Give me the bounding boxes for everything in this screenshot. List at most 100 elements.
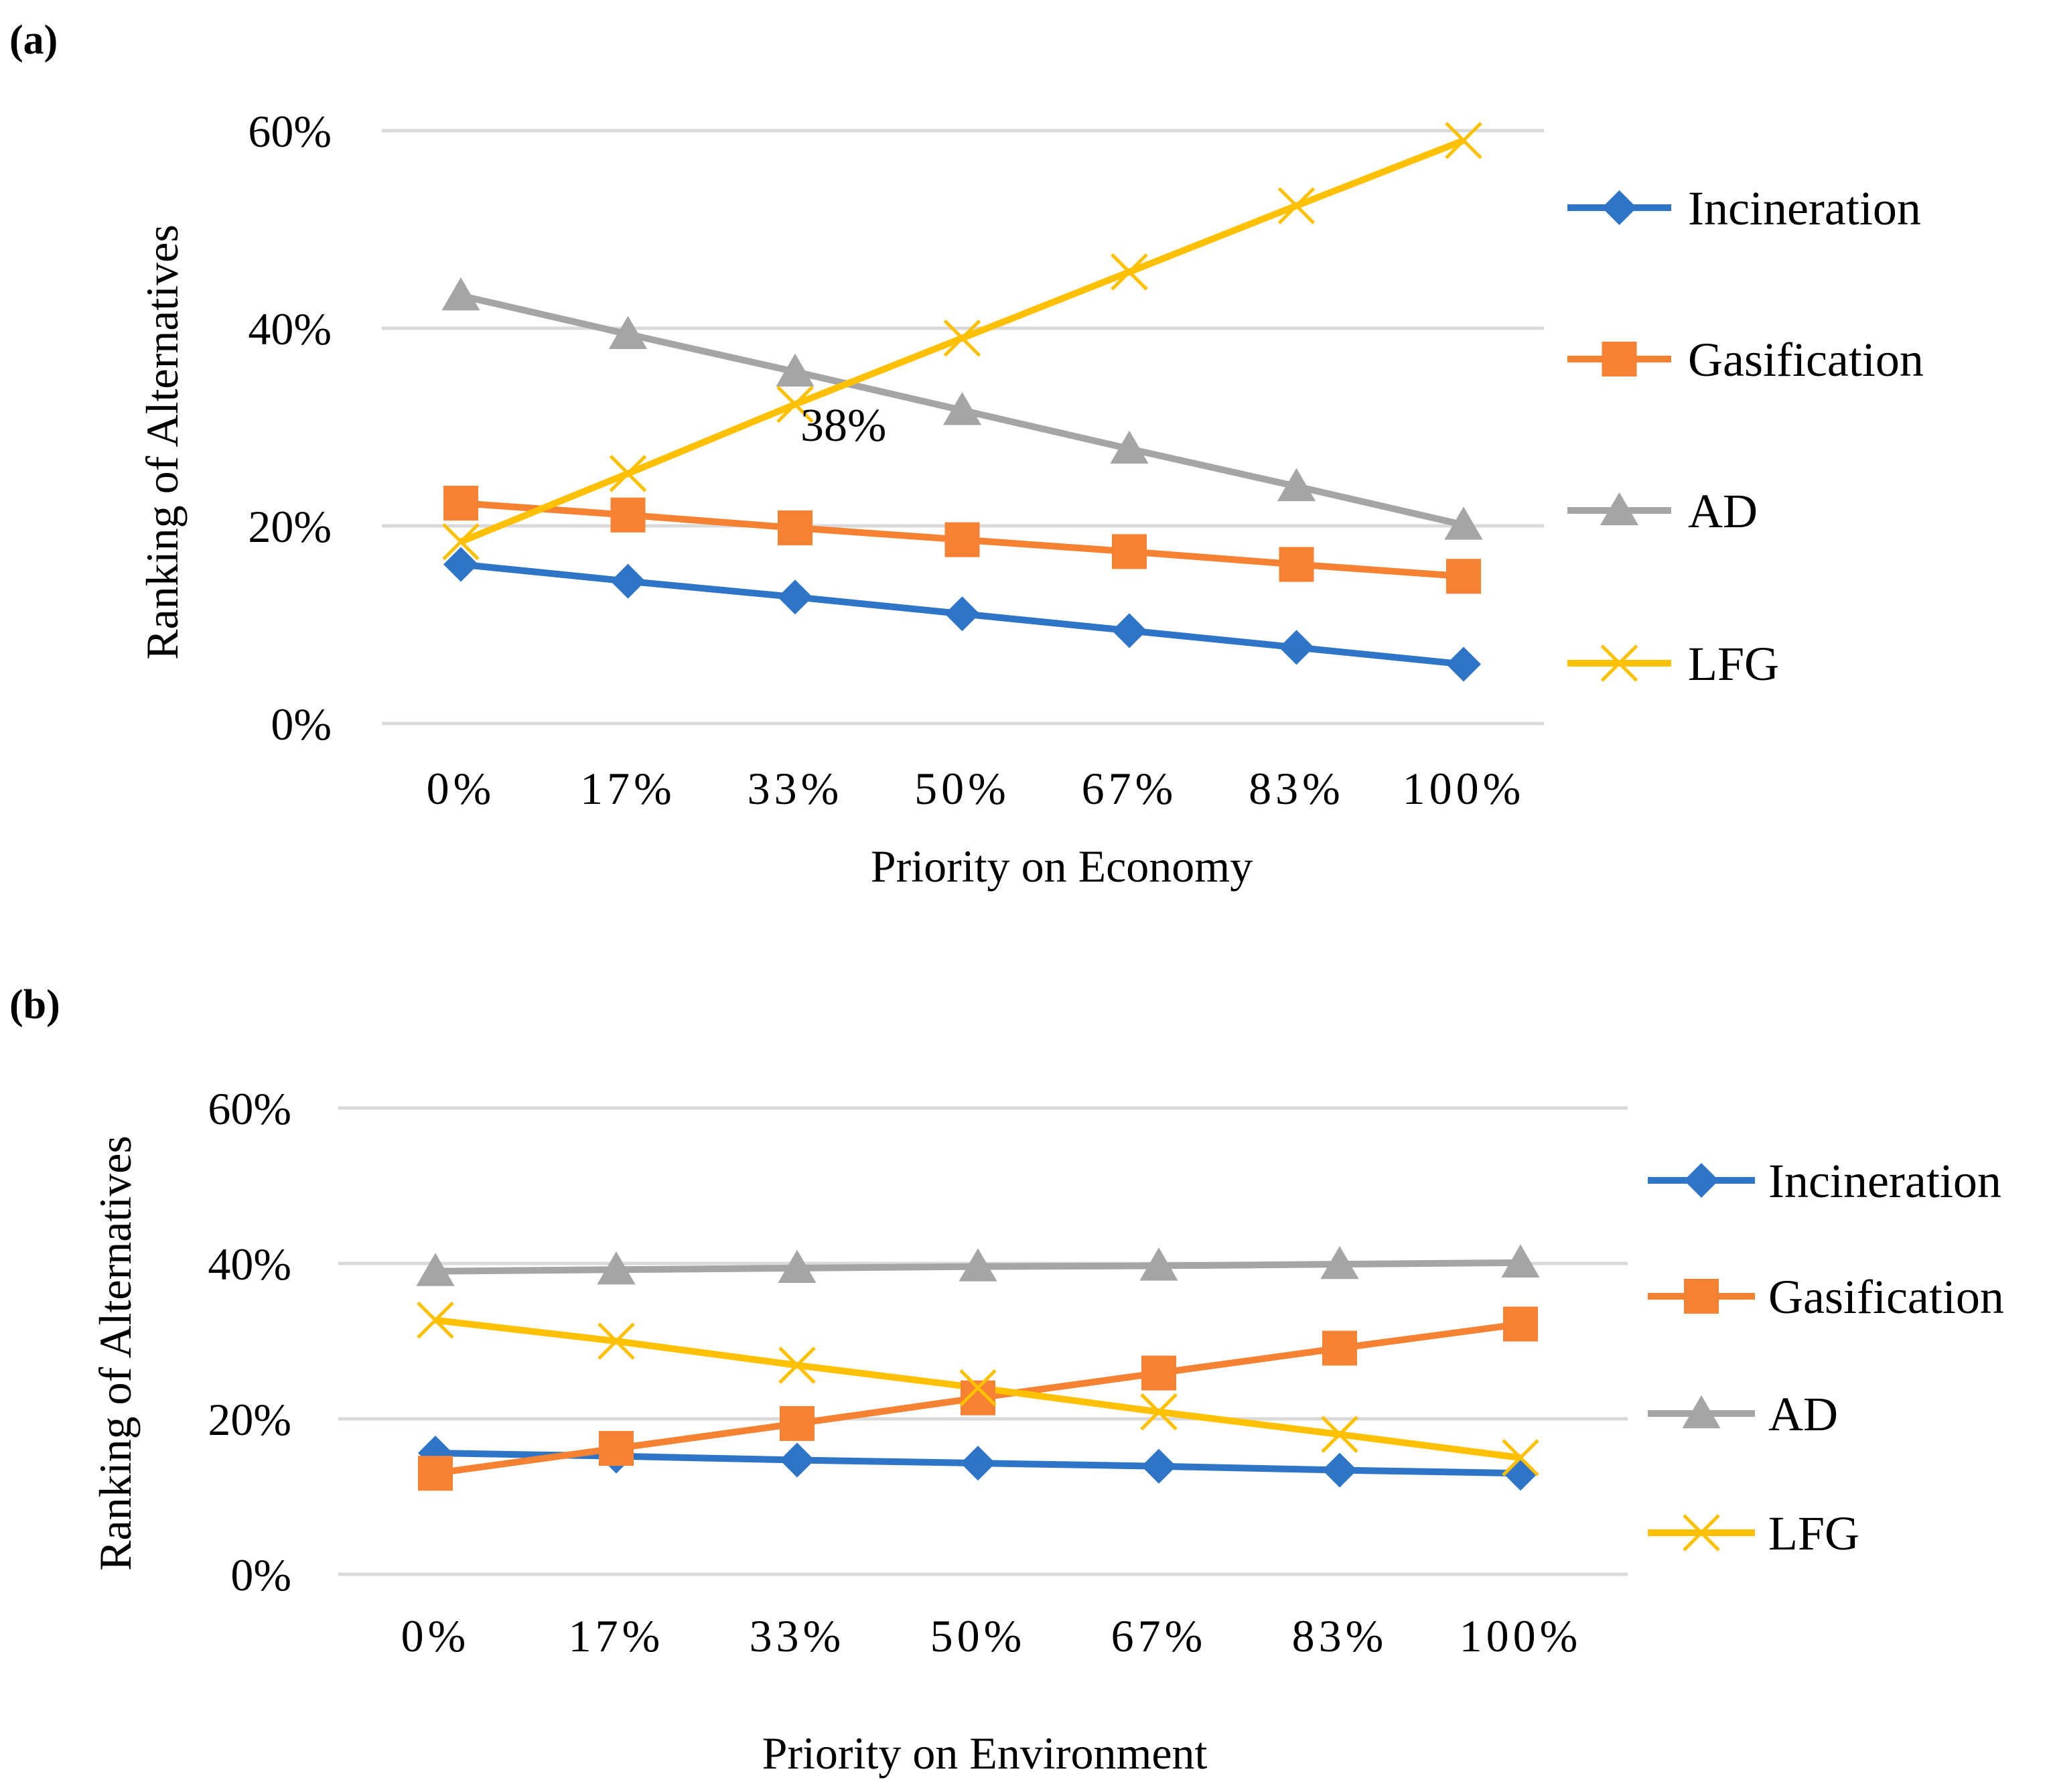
data-point-a-ad [441,277,480,311]
gridlines-a [382,129,1544,726]
data-point-a-ad [1110,430,1149,464]
legend-a: Incineration Gasification AD LFG [1567,182,1924,691]
y-tick-label-b: 0% [230,1549,291,1600]
legend-item-a-lfg: LFG [1567,637,1779,691]
data-point-a-gasification [1279,547,1314,582]
data-point-b-incineration [780,1442,815,1478]
data-point-b-ad [778,1249,817,1284]
x-tick-labels-a: 0% 17% 33% 50% 67% 83% 100% [427,763,1525,814]
data-point-b-ad [1501,1244,1540,1278]
legend-item-a-incineration: Incineration [1567,182,1921,235]
data-point-b-incineration [961,1446,995,1481]
data-point-b-lfg [1140,1393,1178,1431]
data-point-a-ad [1277,468,1316,502]
y-tick-label-a: 0% [271,699,332,750]
x-tick-label-b: 83% [1292,1610,1388,1661]
legend-item-b-ad: AD [1648,1387,1838,1441]
legend-marker-gasification [1684,1279,1719,1314]
x-tick-label-b: 17% [569,1610,664,1661]
data-point-b-ad [959,1248,997,1282]
data-point-b-gasification [1503,1306,1538,1342]
data-point-a-ad [1444,506,1483,540]
x-axis-title-b: Priority on Environment [762,1728,1208,1779]
series-group-a [441,121,1483,682]
legend-marker-lfg [1600,644,1638,682]
data-point-b-lfg [959,1369,997,1407]
series-group-b [416,1244,1540,1491]
data-point-a-lfg [442,523,480,561]
x-tick-label-b: 100% [1460,1610,1582,1661]
panel-label-a: (a) [9,17,58,63]
legend-marker-ad [1682,1395,1721,1429]
legend-item-a-gasification: Gasification [1567,333,1924,387]
x-tick-label-a: 33% [748,763,843,814]
data-point-b-gasification [780,1405,815,1441]
legend-label-ad: AD [1768,1387,1838,1441]
data-point-b-lfg [597,1322,635,1360]
y-tick-label-a: 20% [248,501,332,552]
legend-marker-incineration [1602,190,1637,225]
x-tick-label-a: 0% [427,763,496,814]
data-point-a-gasification [778,510,812,545]
data-point-b-gasification [1141,1355,1176,1391]
y-axis-title-b: Ranking of Alternatives [90,1135,141,1571]
data-point-a-lfg [943,319,981,357]
data-point-b-incineration [1141,1448,1176,1484]
data-point-a-incineration [1279,630,1314,665]
data-point-a-incineration [443,547,478,582]
data-point-a-lfg [1445,121,1482,159]
panel-label-b: (b) [9,982,60,1028]
x-tick-label-b: 67% [1111,1610,1207,1661]
chart-panel-b: (b) 0% 20% 40% 60% 0% 17% 33% 50% 67% 83% 100% Pr… [9,982,2004,1779]
annotation-label-a: 38% [800,400,886,452]
data-point-a-incineration [1446,646,1481,682]
y-tick-label-b: 60% [208,1083,291,1134]
x-tick-label-b: 50% [930,1610,1026,1661]
data-point-b-gasification [418,1456,453,1491]
x-tick-label-a: 17% [580,763,676,814]
y-tick-label-b: 40% [208,1239,291,1290]
x-tick-label-a: 67% [1082,763,1178,814]
x-tick-label-a: 100% [1403,763,1525,814]
data-point-a-lfg [1277,187,1316,224]
legend-marker-lfg [1683,1514,1720,1552]
data-point-b-incineration [1322,1452,1357,1488]
data-point-a-ad [608,316,648,349]
data-point-a-ad [942,392,982,425]
data-point-a-gasification [944,522,980,557]
legend-marker-gasification [1602,342,1637,376]
x-axis-title-a: Priority on Economy [871,841,1253,892]
legend-item-a-ad: AD [1567,484,1758,538]
legend-label-gasification: Gasification [1768,1270,2004,1324]
series-line-a-lfg [460,137,1465,545]
data-point-b-lfg [1502,1439,1539,1476]
data-point-b-ad [1320,1245,1359,1280]
legend-item-b-gasification: Gasification [1648,1270,2004,1324]
data-point-a-incineration [610,563,646,599]
data-point-b-gasification [1322,1330,1357,1366]
legend-label-incineration: Incineration [1768,1154,2001,1208]
data-point-a-lfg [1111,253,1148,291]
legend-marker-ad [1600,492,1639,526]
data-point-b-ad [1139,1247,1178,1281]
x-tick-labels-b: 0% 17% 33% 50% 67% 83% 100% [401,1610,1582,1661]
data-point-b-ad [597,1251,636,1285]
legend-b: Incineration Gasification AD LFG [1648,1154,2004,1560]
data-point-a-lfg [776,385,814,423]
data-point-a-incineration [1112,613,1147,648]
x-tick-label-b: 0% [401,1610,470,1661]
y-tick-labels-a: 0% 20% 40% 60% [248,106,332,750]
data-point-a-gasification [610,497,646,533]
data-point-a-incineration [778,579,812,615]
data-point-a-gasification [443,486,478,521]
data-point-b-incineration [1503,1456,1538,1491]
legend-label-incineration: Incineration [1688,182,1921,235]
data-point-b-ad [416,1253,455,1286]
data-point-b-lfg [417,1301,454,1339]
legend-item-b-incineration: Incineration [1648,1154,2001,1208]
data-point-a-incineration [944,596,980,632]
y-tick-label-a: 60% [248,106,332,157]
y-tick-label-b: 20% [208,1394,291,1445]
y-axis-title-a: Ranking of Alternatives [137,224,188,660]
